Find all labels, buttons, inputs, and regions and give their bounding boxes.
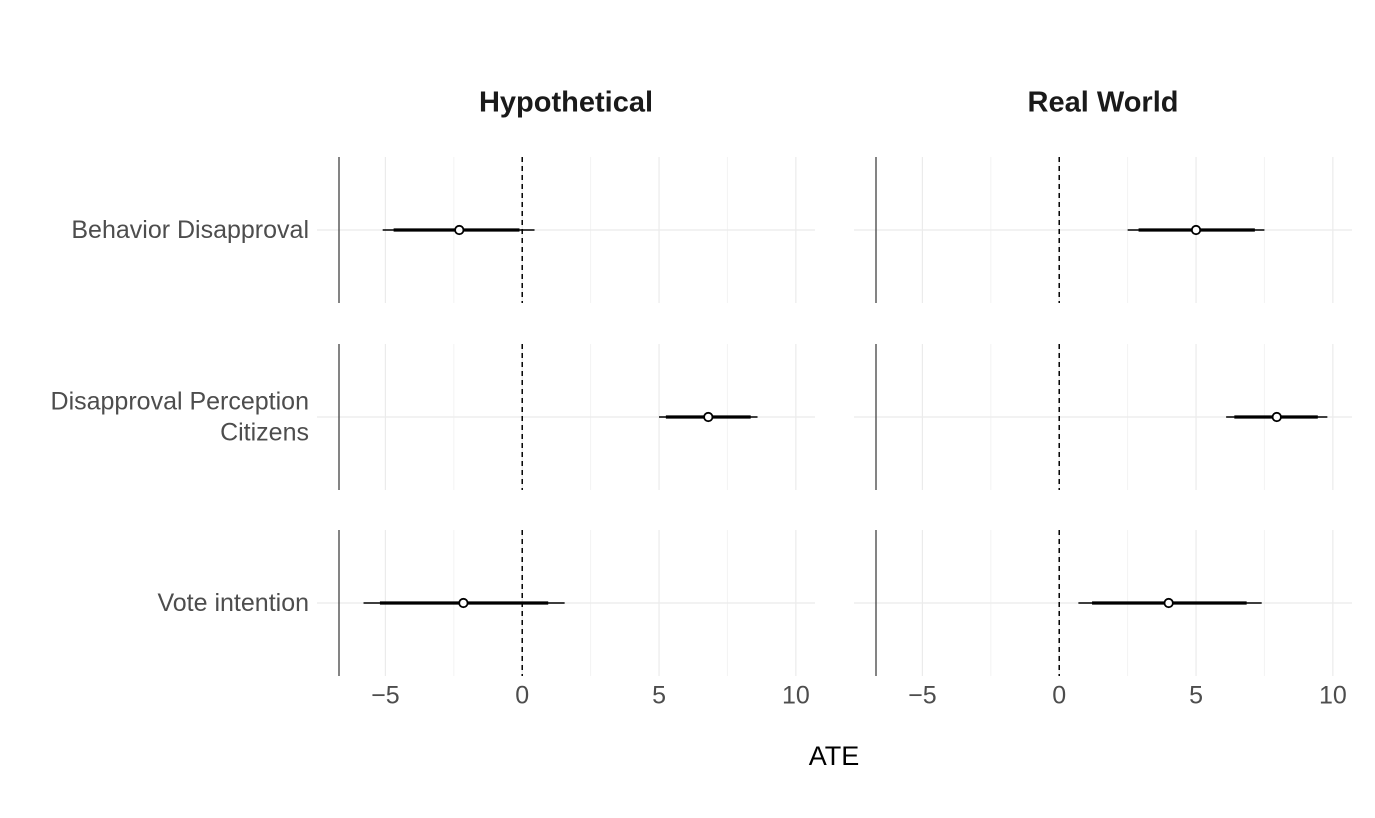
point-estimate — [1271, 411, 1282, 423]
point-estimate — [1190, 224, 1202, 236]
x-tick-label: −5 — [371, 682, 400, 710]
point-estimate — [1163, 597, 1174, 609]
x-tick-label: 0 — [1052, 682, 1066, 710]
x-tick-label: 0 — [515, 682, 529, 710]
facet-title: Hypothetical — [479, 87, 653, 119]
x-axis-title: ATE — [809, 741, 860, 771]
facet-title: Real World — [1028, 87, 1179, 119]
point-estimate — [458, 597, 469, 609]
x-tick-label: 10 — [1319, 682, 1347, 710]
x-tick-label: 5 — [652, 682, 666, 710]
marks-layer — [363, 224, 1328, 609]
x-tick-label: −5 — [908, 682, 937, 710]
row-label: Disapproval Perception Citizens — [51, 387, 309, 446]
row-label-line: Behavior Disapproval — [71, 216, 309, 244]
row-label-line: Disapproval Perception — [51, 387, 309, 415]
point-estimate — [454, 224, 465, 236]
point-estimate — [703, 411, 714, 423]
row-label: Vote intention — [157, 589, 309, 617]
x-tick-label: 5 — [1189, 682, 1203, 710]
x-tick-label: 10 — [782, 682, 810, 710]
row-label-line: Citizens — [220, 418, 309, 446]
row-label: Behavior Disapproval — [71, 216, 309, 244]
text-layer: Hypothetical −5 0 5 10 Real World −5 0 5 10 Behavi… — [51, 87, 1347, 771]
row-label-line: Vote intention — [157, 589, 309, 617]
